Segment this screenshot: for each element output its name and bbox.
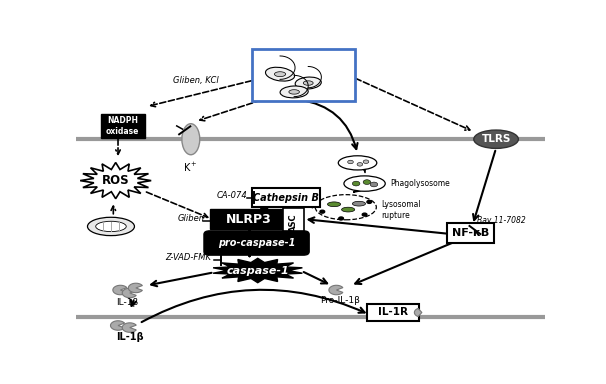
Text: Phagolysosome: Phagolysosome <box>390 179 450 188</box>
Wedge shape <box>122 288 136 298</box>
Circle shape <box>370 182 378 187</box>
Text: Z-VAD-FMK: Z-VAD-FMK <box>165 253 211 262</box>
Text: Cathepsin B: Cathepsin B <box>253 193 319 203</box>
Text: NF-κB: NF-κB <box>451 228 489 238</box>
Circle shape <box>348 160 353 164</box>
Circle shape <box>320 210 325 213</box>
FancyBboxPatch shape <box>284 208 304 238</box>
Wedge shape <box>122 323 136 332</box>
FancyBboxPatch shape <box>447 223 494 243</box>
Text: Gliben: Gliben <box>178 214 204 223</box>
Circle shape <box>367 200 371 204</box>
Ellipse shape <box>289 90 299 94</box>
Ellipse shape <box>275 72 285 77</box>
Circle shape <box>363 160 369 164</box>
Text: Lysosomal
rupture: Lysosomal rupture <box>381 200 421 220</box>
Ellipse shape <box>303 81 313 85</box>
Wedge shape <box>415 308 422 316</box>
Ellipse shape <box>344 176 385 191</box>
Wedge shape <box>329 285 343 295</box>
Text: IL-1β: IL-1β <box>116 332 143 342</box>
Ellipse shape <box>327 202 341 207</box>
Wedge shape <box>113 285 127 295</box>
Text: K$^+$: K$^+$ <box>184 161 198 174</box>
Text: Pro-IL-1β: Pro-IL-1β <box>320 296 360 305</box>
Ellipse shape <box>87 217 135 236</box>
FancyBboxPatch shape <box>252 188 320 207</box>
Text: NLRP3: NLRP3 <box>225 213 271 225</box>
Ellipse shape <box>265 67 295 81</box>
Ellipse shape <box>474 130 518 148</box>
Text: CA-074: CA-074 <box>216 191 247 200</box>
Ellipse shape <box>352 201 365 206</box>
Circle shape <box>363 180 371 184</box>
FancyBboxPatch shape <box>252 49 355 101</box>
Polygon shape <box>80 162 151 199</box>
Circle shape <box>357 162 363 166</box>
Text: NADPH
oxidase: NADPH oxidase <box>106 116 139 136</box>
Circle shape <box>362 213 367 216</box>
FancyBboxPatch shape <box>101 114 145 137</box>
FancyBboxPatch shape <box>367 304 419 321</box>
Ellipse shape <box>96 221 126 232</box>
Text: pro-caspase-1: pro-caspase-1 <box>218 238 295 248</box>
Ellipse shape <box>315 195 376 220</box>
Ellipse shape <box>338 156 377 170</box>
Text: Gliben, KCl: Gliben, KCl <box>173 76 218 84</box>
Text: ASC: ASC <box>289 214 298 232</box>
FancyBboxPatch shape <box>204 231 309 255</box>
Text: caspase-1: caspase-1 <box>227 265 289 275</box>
Text: ROS: ROS <box>102 174 130 187</box>
Text: Bay 11-7082: Bay 11-7082 <box>478 216 526 225</box>
Text: IL-1β: IL-1β <box>116 298 139 307</box>
Ellipse shape <box>342 207 355 212</box>
Ellipse shape <box>295 77 321 89</box>
Wedge shape <box>110 321 124 330</box>
Ellipse shape <box>182 124 200 155</box>
Circle shape <box>352 181 360 186</box>
FancyBboxPatch shape <box>210 209 287 229</box>
Circle shape <box>339 217 344 220</box>
Wedge shape <box>128 283 142 293</box>
Text: IL-1R: IL-1R <box>378 308 408 318</box>
Ellipse shape <box>280 86 308 98</box>
Text: TLRS: TLRS <box>481 134 511 144</box>
Polygon shape <box>213 258 302 283</box>
